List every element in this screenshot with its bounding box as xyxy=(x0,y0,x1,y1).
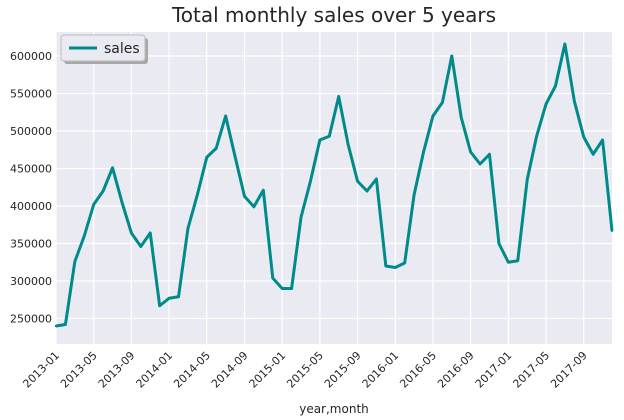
data-point-sales xyxy=(535,135,538,138)
x-tick-label: 2014-01 xyxy=(134,349,176,391)
data-point-sales xyxy=(488,153,491,156)
data-point-sales xyxy=(365,189,369,193)
y-tick-label: 550000 xyxy=(10,88,52,101)
legend-label-sales: sales xyxy=(104,41,140,57)
x-axis-label: year,month xyxy=(299,402,369,416)
x-tick-label: 2016-09 xyxy=(435,349,477,391)
data-point-sales xyxy=(563,42,567,46)
chart-title: Total monthly sales over 5 years xyxy=(171,3,496,27)
data-point-sales xyxy=(101,189,105,193)
data-point-sales xyxy=(243,195,246,198)
x-tick-label: 2014-05 xyxy=(171,349,213,391)
data-point-sales xyxy=(73,260,77,263)
data-point-sales xyxy=(271,276,274,280)
x-tick-label: 2015-05 xyxy=(284,349,326,391)
data-point-sales xyxy=(412,193,416,196)
data-point-sales xyxy=(346,143,350,146)
y-tick-label: 450000 xyxy=(10,163,52,176)
data-point-sales xyxy=(64,323,67,326)
data-point-sales xyxy=(460,116,463,119)
data-point-sales xyxy=(328,135,331,138)
data-point-sales xyxy=(573,99,576,103)
x-tick-label: 2017-05 xyxy=(510,349,552,391)
plot-area xyxy=(56,32,612,344)
legend-box xyxy=(60,34,146,62)
x-tick-label: 2016-01 xyxy=(360,349,402,391)
data-point-sales xyxy=(403,261,406,265)
data-point-sales xyxy=(196,193,199,196)
data-point-sales xyxy=(441,101,444,104)
data-point-sales xyxy=(375,177,378,181)
data-point-sales xyxy=(139,245,143,248)
x-tick-labels: 2013-012013-052013-092014-012014-052014-… xyxy=(20,349,589,391)
data-point-sales xyxy=(516,259,519,262)
data-point-sales xyxy=(309,180,312,183)
y-tick-label: 600000 xyxy=(10,50,52,63)
data-point-sales xyxy=(497,242,501,245)
data-point-sales xyxy=(394,266,397,269)
data-point-sales xyxy=(384,264,388,268)
data-point-sales xyxy=(299,216,303,219)
data-point-sales xyxy=(582,135,585,139)
y-tick-label: 300000 xyxy=(10,275,52,288)
legend: sales xyxy=(60,34,148,64)
data-point-sales xyxy=(507,261,510,264)
x-tick-label: 2015-09 xyxy=(322,349,364,391)
x-tick-label: 2013-09 xyxy=(96,349,138,391)
data-point-sales xyxy=(478,162,482,166)
data-point-sales xyxy=(205,156,208,159)
data-point-sales xyxy=(177,295,180,298)
data-point-sales xyxy=(431,114,435,118)
y-gridlines xyxy=(56,55,612,320)
data-point-sales xyxy=(130,231,133,235)
data-point-sales xyxy=(92,203,95,206)
data-point-sales xyxy=(422,150,425,154)
data-point-sales xyxy=(54,324,58,328)
data-point-sales xyxy=(280,287,284,290)
data-point-sales xyxy=(149,231,152,235)
data-point-sales xyxy=(591,153,595,156)
data-point-sales xyxy=(233,155,237,158)
x-tick-label: 2014-09 xyxy=(209,349,251,391)
y-tick-label: 250000 xyxy=(10,313,52,326)
data-point-sales xyxy=(158,304,161,307)
data-point-sales xyxy=(186,227,190,230)
data-point-sales xyxy=(224,114,227,118)
data-point-sales xyxy=(525,178,529,181)
data-point-sales xyxy=(111,166,114,169)
x-tick-label: 2015-01 xyxy=(247,349,289,391)
y-tick-label: 500000 xyxy=(10,125,52,138)
data-point-sales xyxy=(544,102,548,106)
data-point-sales xyxy=(120,201,124,204)
data-point-sales xyxy=(252,205,256,208)
x-tick-label: 2017-01 xyxy=(473,349,515,391)
data-point-sales xyxy=(83,234,86,238)
x-tick-label: 2016-05 xyxy=(397,349,439,391)
y-tick-label: 400000 xyxy=(10,200,52,213)
data-point-sales xyxy=(356,180,359,183)
y-tick-labels: 250000 300000 350000 400000 450000 500000 5500… xyxy=(10,50,52,326)
series-layer xyxy=(54,42,614,328)
data-point-sales xyxy=(215,147,218,150)
data-point-sales xyxy=(469,150,472,154)
data-point-sales xyxy=(290,287,293,290)
data-point-sales xyxy=(554,84,557,88)
data-point-sales xyxy=(337,95,340,98)
x-tick-label: 2017-09 xyxy=(548,349,590,391)
data-point-sales xyxy=(601,138,604,142)
data-point-sales xyxy=(318,138,322,142)
x-tick-label: 2013-05 xyxy=(58,349,100,391)
y-tick-label: 350000 xyxy=(10,238,52,251)
series-line-sales xyxy=(55,42,614,328)
data-point-sales xyxy=(262,189,265,192)
x-tick-label: 2013-01 xyxy=(20,349,62,391)
data-point-sales xyxy=(610,229,614,232)
data-point-sales xyxy=(450,54,453,58)
data-point-sales xyxy=(167,297,171,300)
x-gridlines xyxy=(55,32,585,344)
